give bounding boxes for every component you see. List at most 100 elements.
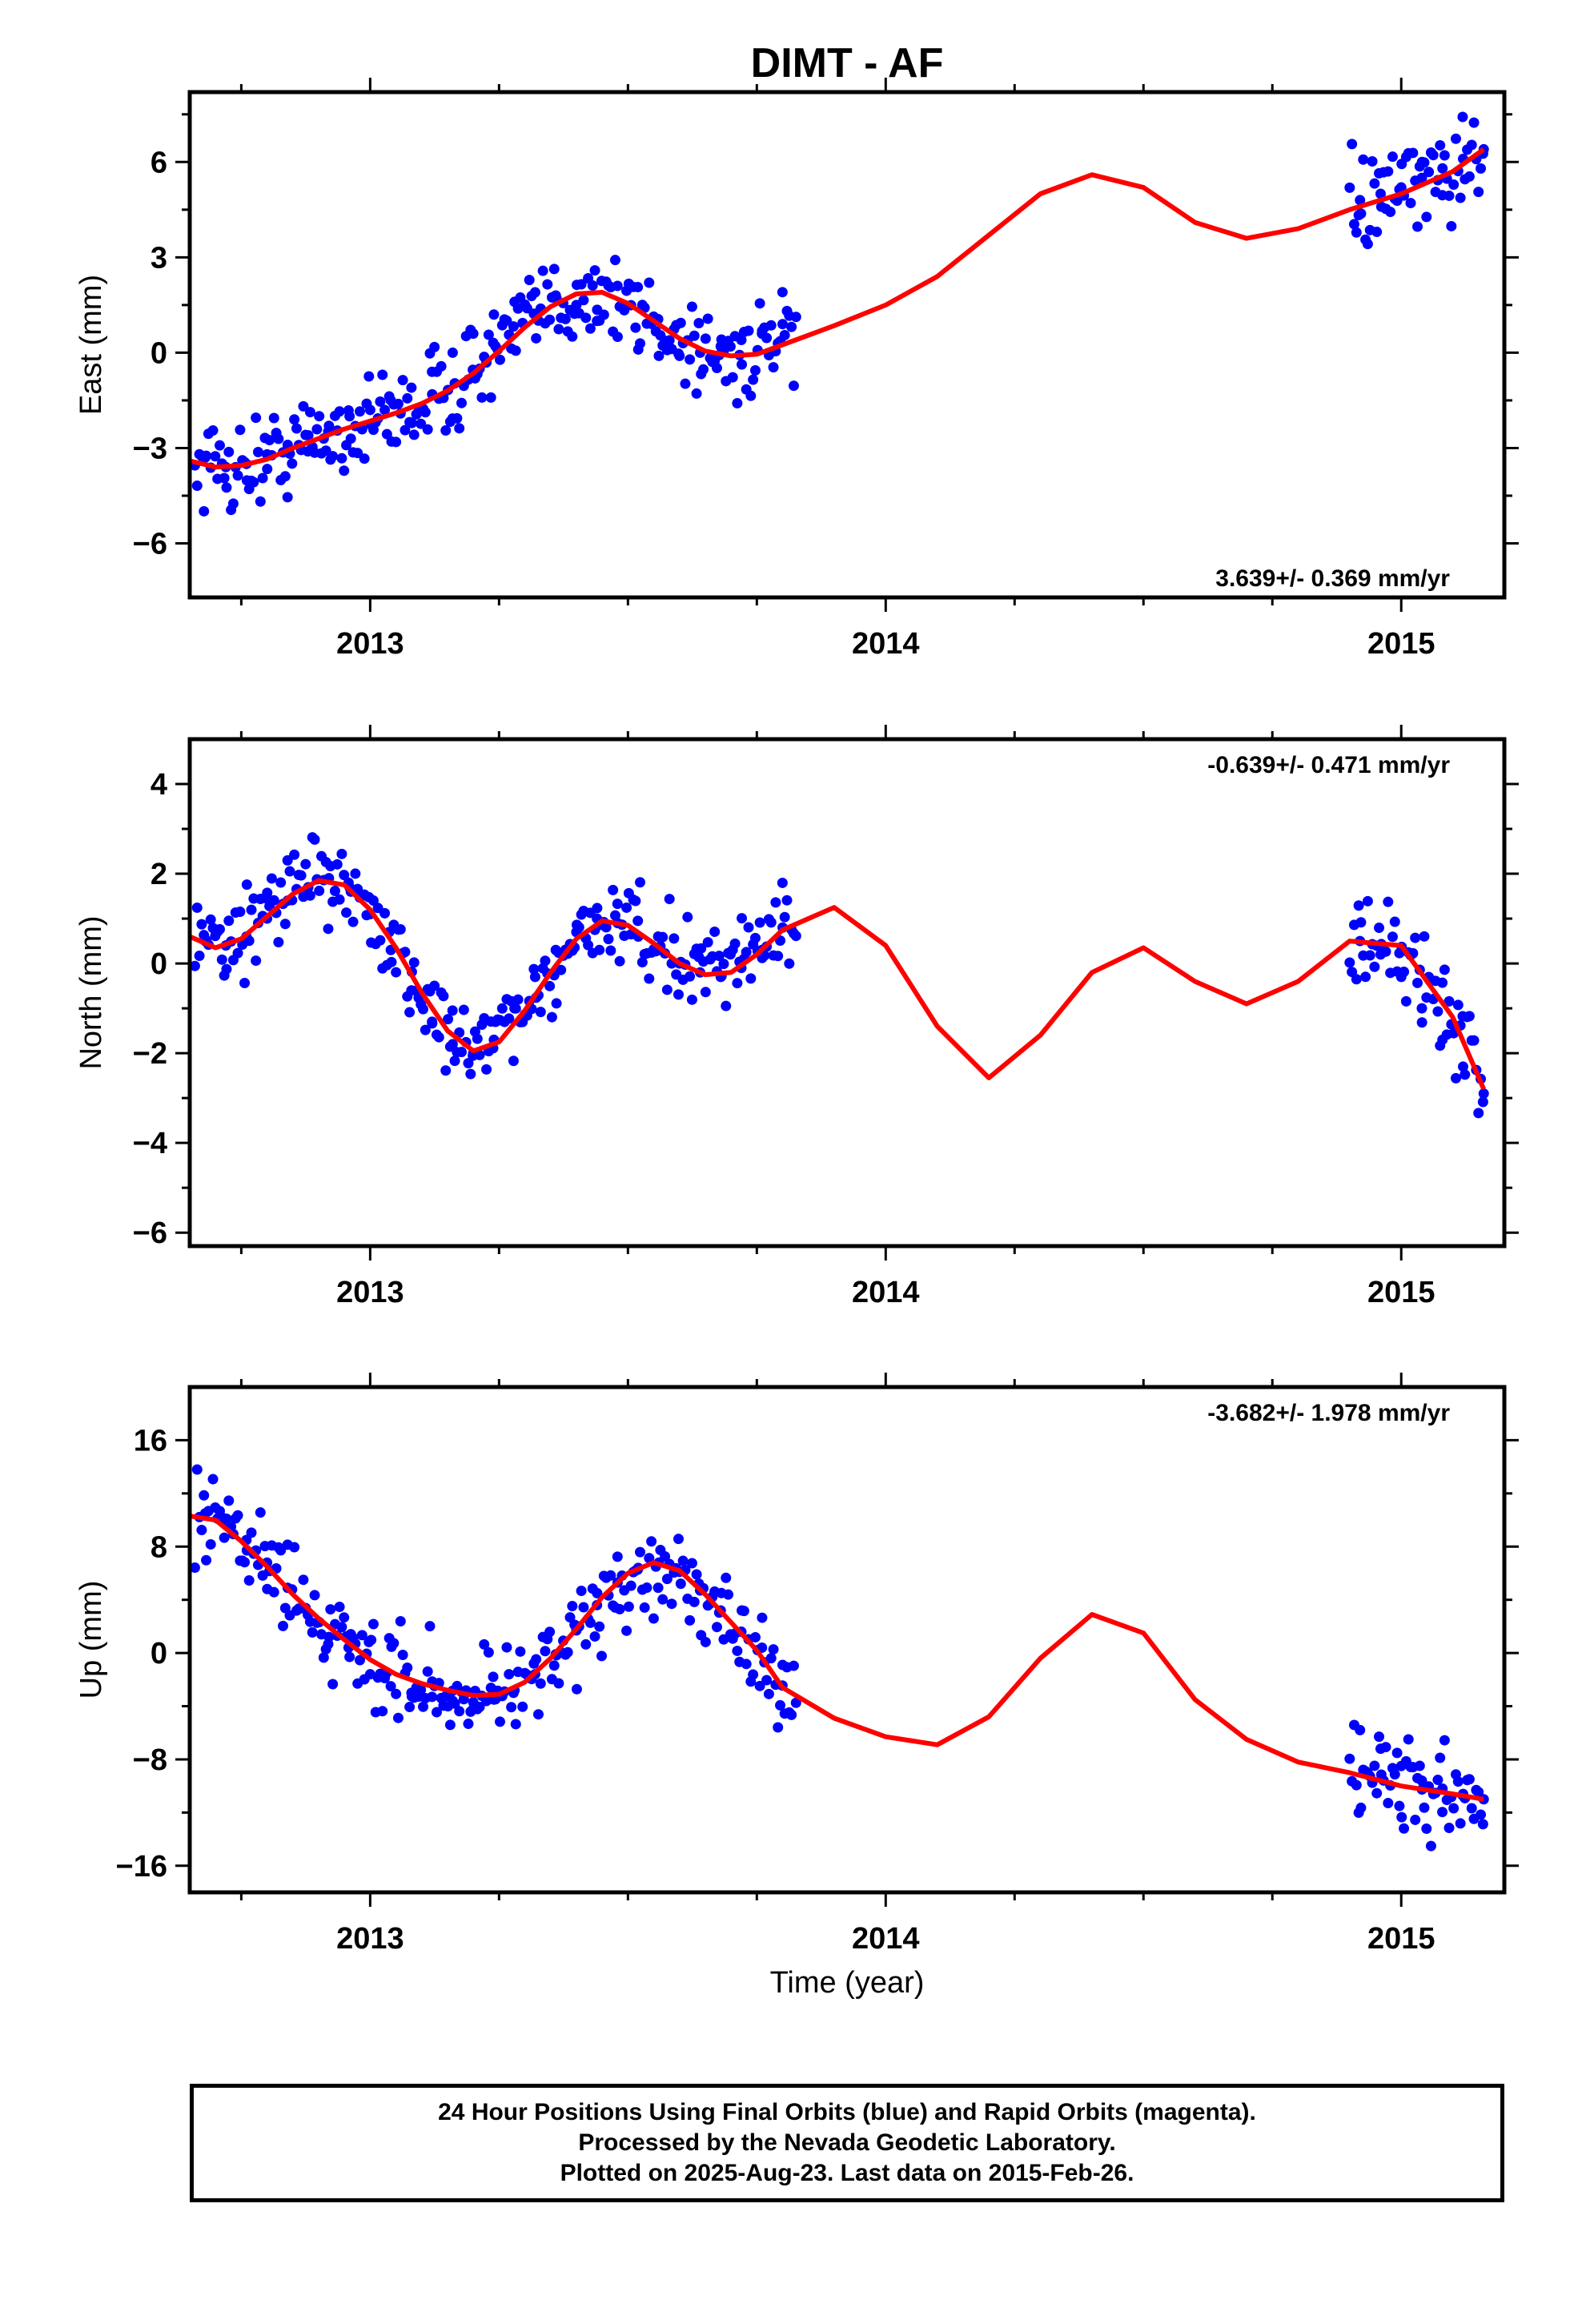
data-point [564,1612,576,1623]
data-point [1351,1779,1362,1791]
data-point [743,325,754,336]
data-point [713,951,725,962]
data-point [571,1683,582,1695]
data-point [700,333,711,344]
data-point [589,1630,600,1642]
data-point [255,1507,266,1518]
data-point [644,973,655,984]
data-point [1416,1017,1427,1028]
data-point [243,935,255,947]
data-point [454,1706,465,1717]
data-point [304,407,315,418]
data-point [1369,1760,1380,1771]
data-point [483,1647,494,1658]
data-point [223,1495,235,1506]
data-point [700,987,711,998]
data-point [1344,1753,1355,1764]
data-point [666,1598,677,1610]
data-point [1405,198,1416,209]
data-point [196,919,207,930]
data-point [567,1601,578,1612]
data-point [612,899,623,910]
data-point [479,1638,490,1650]
data-point [454,423,465,434]
data-point [367,1618,379,1630]
data-point [287,458,298,469]
data-point [207,425,219,436]
data-point [1351,227,1362,238]
y-tick-label: 8 [151,1530,167,1564]
y-tick-label: −6 [133,528,167,561]
data-point [1380,946,1391,957]
data-point [243,1574,255,1586]
data-point [1466,139,1477,151]
data-point [664,335,675,346]
data-point [1457,111,1468,123]
data-point [1347,139,1358,150]
data-point [241,879,252,891]
data-point [1385,207,1396,218]
data-point [528,963,540,975]
data-point [732,397,743,408]
data-point [447,1005,458,1016]
data-point [510,1719,521,1730]
data-point [641,1582,652,1594]
data-point [397,1649,408,1660]
data-point [1410,932,1421,943]
data-point [488,309,500,320]
data-point [273,433,284,444]
data-point [400,424,411,436]
data-point [344,1651,355,1663]
data-point [289,414,300,425]
data-point [1389,916,1400,927]
data-point [657,931,669,943]
data-point [1387,151,1398,163]
y-tick-label: −4 [133,1127,167,1160]
data-point [788,1660,799,1671]
data-point [481,1063,492,1075]
data-point [548,1660,560,1671]
data-point [777,287,788,298]
data-point [763,1688,774,1699]
data-point [1437,1807,1448,1818]
data-point [501,315,512,326]
data-point [573,922,584,933]
data-point [392,398,404,409]
data-point [1396,1811,1407,1823]
data-point [463,1719,474,1730]
data-point [191,902,203,913]
data-point [1468,1035,1480,1046]
data-point [1416,1003,1427,1014]
data-point [427,1018,438,1029]
y-axis-label-north: North (mm) [74,915,108,1069]
data-point [777,319,789,330]
data-point [300,858,311,870]
model-curve-up [190,1514,1484,1802]
data-point [689,1596,700,1607]
data-point [721,1000,732,1011]
plot-frame-up [187,1385,1507,1895]
data-point [278,1620,289,1631]
data-point [1466,1803,1477,1814]
data-point [219,472,230,484]
data-point [191,480,203,492]
data-point [698,364,709,375]
data-point [295,870,307,881]
data-point [685,354,696,365]
plot-frame-east [187,90,1507,600]
data-point [339,1612,350,1623]
data-point [621,902,632,913]
data-point [347,916,359,927]
data-point [268,1586,279,1598]
data-point [420,407,431,418]
data-point [512,994,524,1005]
data-point [314,411,325,422]
y-tick-label: −6 [133,1216,167,1250]
data-point [1344,182,1355,193]
data-point [235,424,246,436]
data-point [422,1666,433,1677]
data-point [268,895,279,906]
data-point [540,955,551,967]
data-point [1419,931,1430,942]
data-point [420,1693,431,1704]
